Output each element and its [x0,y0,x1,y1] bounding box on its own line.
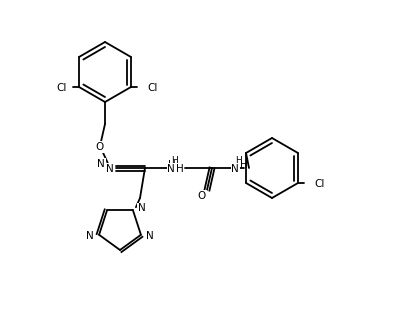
Text: H: H [171,156,178,164]
Text: Cl: Cl [147,83,157,93]
Text: N: N [86,231,94,241]
Text: O: O [197,191,206,201]
Text: N: N [145,231,153,241]
Text: O: O [96,142,104,152]
Text: H: H [176,164,183,174]
Text: N: N [106,164,113,174]
Text: H: H [239,160,247,170]
Text: Cl: Cl [57,83,67,93]
Text: N: N [231,164,239,174]
Text: N: N [167,164,175,174]
Text: N: N [97,159,105,169]
Text: H: H [168,160,175,170]
Text: H: H [235,156,242,164]
Text: N: N [138,203,145,213]
Text: Cl: Cl [313,179,324,189]
